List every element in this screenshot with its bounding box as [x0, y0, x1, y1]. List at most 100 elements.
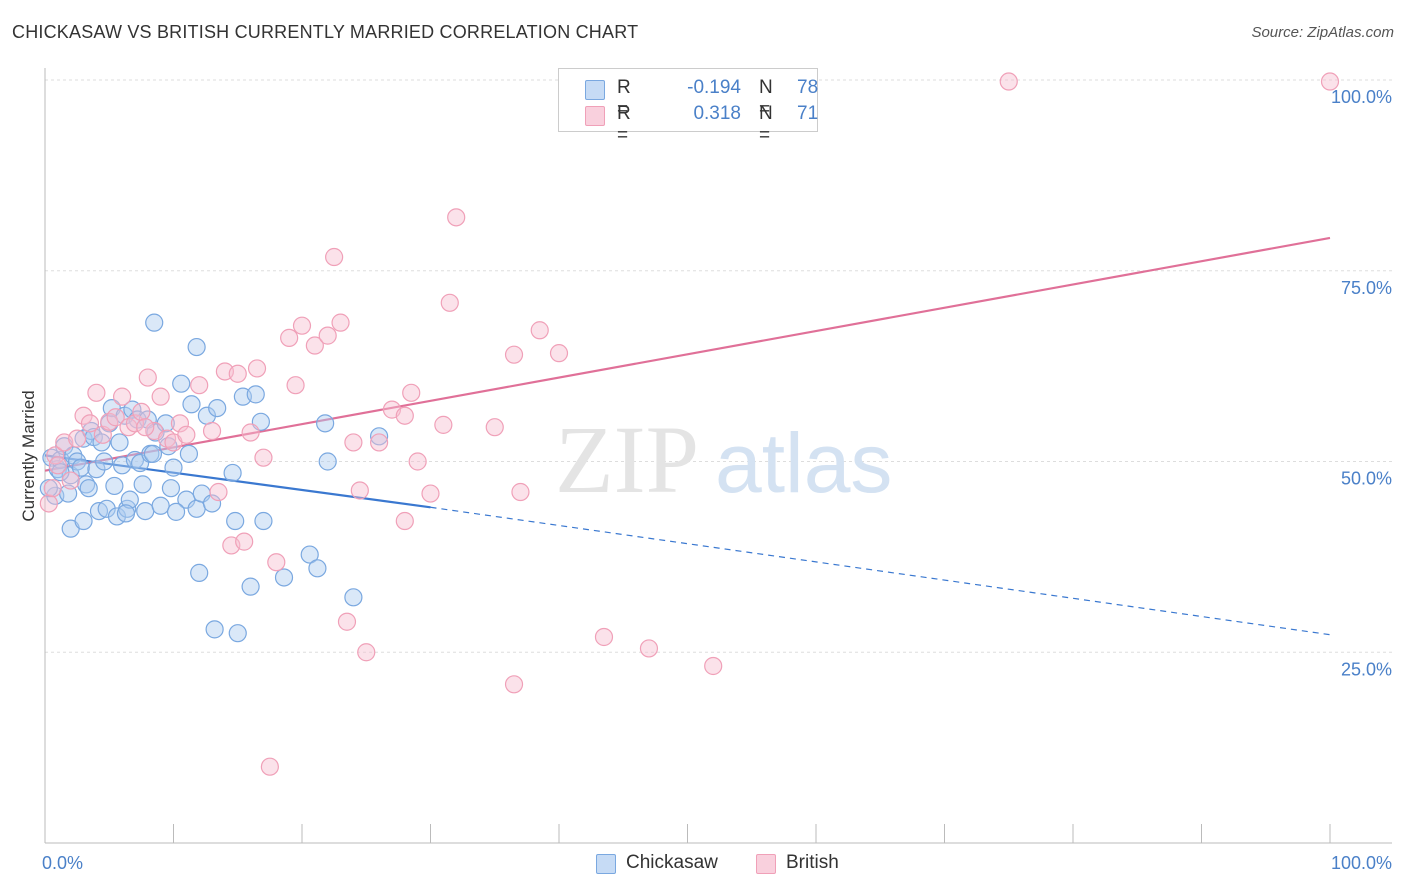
legend-swatch-chickasaw: [585, 80, 605, 100]
trend-line-chickasaw-extension: [430, 506, 1331, 636]
legend-r-value: -0.194: [687, 77, 741, 98]
point-british: [357, 643, 376, 662]
series-legend-label: British: [786, 852, 839, 873]
point-chickasaw: [71, 458, 91, 477]
watermark: ZIP atlas: [555, 406, 892, 513]
point-british: [318, 326, 337, 345]
point-british: [125, 414, 145, 433]
point-british: [136, 418, 155, 437]
legend-r-value: 0.318: [693, 103, 741, 124]
y-tick-label: 50.0%: [1341, 469, 1392, 489]
point-chickasaw: [228, 624, 247, 643]
point-chickasaw: [79, 479, 98, 498]
point-british: [177, 425, 196, 444]
point-chickasaw: [274, 568, 294, 587]
point-british: [395, 406, 414, 425]
point-british: [511, 482, 530, 502]
trend-line-chickasaw: [44, 454, 431, 509]
point-british: [530, 321, 549, 340]
point-chickasaw: [105, 476, 124, 496]
point-chickasaw: [74, 511, 93, 531]
point-british: [106, 408, 125, 427]
point-chickasaw: [120, 490, 139, 509]
point-british: [190, 376, 209, 395]
point-chickasaw: [177, 490, 196, 509]
point-british: [639, 639, 659, 658]
point-british: [254, 448, 273, 467]
point-chickasaw: [39, 479, 58, 498]
gridlines: [45, 79, 1392, 653]
point-british: [434, 415, 453, 434]
point-chickasaw: [187, 499, 206, 518]
point-chickasaw: [344, 588, 363, 607]
source-label: Source: ZipAtlas.com: [1251, 24, 1394, 41]
point-british: [421, 484, 440, 503]
point-british: [209, 482, 228, 502]
point-british: [61, 471, 80, 490]
point-british: [504, 675, 524, 694]
watermark-atlas: atlas: [715, 416, 892, 510]
series-chickasaw-points: [39, 313, 389, 643]
tick-labels: 25.0% 50.0% 75.0% 100.0% 0.0% 100.0%: [42, 87, 1392, 873]
point-british: [202, 421, 222, 441]
point-chickasaw: [182, 395, 201, 414]
point-british: [504, 345, 524, 364]
point-chickasaw: [166, 502, 186, 521]
series-british-points: [39, 72, 1340, 776]
point-british: [350, 481, 369, 500]
point-british: [286, 376, 305, 395]
point-british: [344, 433, 363, 452]
point-british: [402, 383, 421, 402]
point-chickasaw: [110, 433, 129, 452]
point-chickasaw: [223, 463, 242, 483]
legend-r-label: R =: [617, 77, 631, 120]
y-tick-label: 100.0%: [1331, 87, 1392, 107]
point-chickasaw: [246, 385, 265, 404]
chart-title: CHICKASAW VS BRITISH CURRENTLY MARRIED C…: [12, 22, 639, 42]
point-chickasaw: [136, 501, 155, 521]
point-british: [74, 406, 93, 425]
point-chickasaw: [187, 337, 206, 357]
legend-n-label: N =: [759, 77, 773, 120]
point-british: [485, 418, 504, 437]
point-chickasaw: [130, 453, 150, 473]
point-chickasaw: [318, 452, 337, 471]
point-chickasaw: [308, 559, 327, 578]
point-chickasaw: [316, 414, 335, 433]
point-british: [241, 423, 260, 442]
point-british: [87, 383, 106, 402]
point-chickasaw: [97, 499, 116, 518]
point-chickasaw: [143, 444, 163, 463]
point-chickasaw: [241, 577, 260, 596]
series-legend-label: Chickasaw: [626, 852, 718, 873]
point-british: [68, 429, 87, 448]
point-british: [370, 433, 389, 452]
point-chickasaw: [92, 433, 111, 452]
legend-n-value: 71: [797, 103, 819, 124]
point-chickasaw: [172, 374, 191, 393]
point-chickasaw: [95, 452, 114, 471]
legend-n-label: N =: [759, 103, 773, 146]
x-tick-label-min: 0.0%: [42, 853, 83, 873]
point-chickasaw: [190, 563, 209, 582]
point-british: [267, 553, 286, 572]
point-british: [325, 247, 344, 267]
point-chickasaw: [208, 398, 227, 418]
point-british: [292, 316, 312, 335]
point-british: [395, 511, 414, 531]
point-british: [999, 72, 1018, 91]
y-tick-label: 75.0%: [1341, 278, 1392, 298]
point-chickasaw: [87, 460, 106, 479]
point-british: [151, 387, 170, 406]
point-british: [170, 414, 190, 433]
x-tick-label-max: 100.0%: [1331, 853, 1392, 873]
point-british: [48, 456, 67, 475]
point-chickasaw: [145, 313, 164, 332]
point-british: [43, 479, 62, 498]
point-chickasaw: [226, 511, 245, 531]
point-british: [331, 313, 350, 332]
point-chickasaw: [116, 504, 136, 523]
y-tick-label: 25.0%: [1341, 659, 1392, 679]
point-chickasaw: [254, 511, 273, 531]
point-british: [447, 208, 466, 227]
